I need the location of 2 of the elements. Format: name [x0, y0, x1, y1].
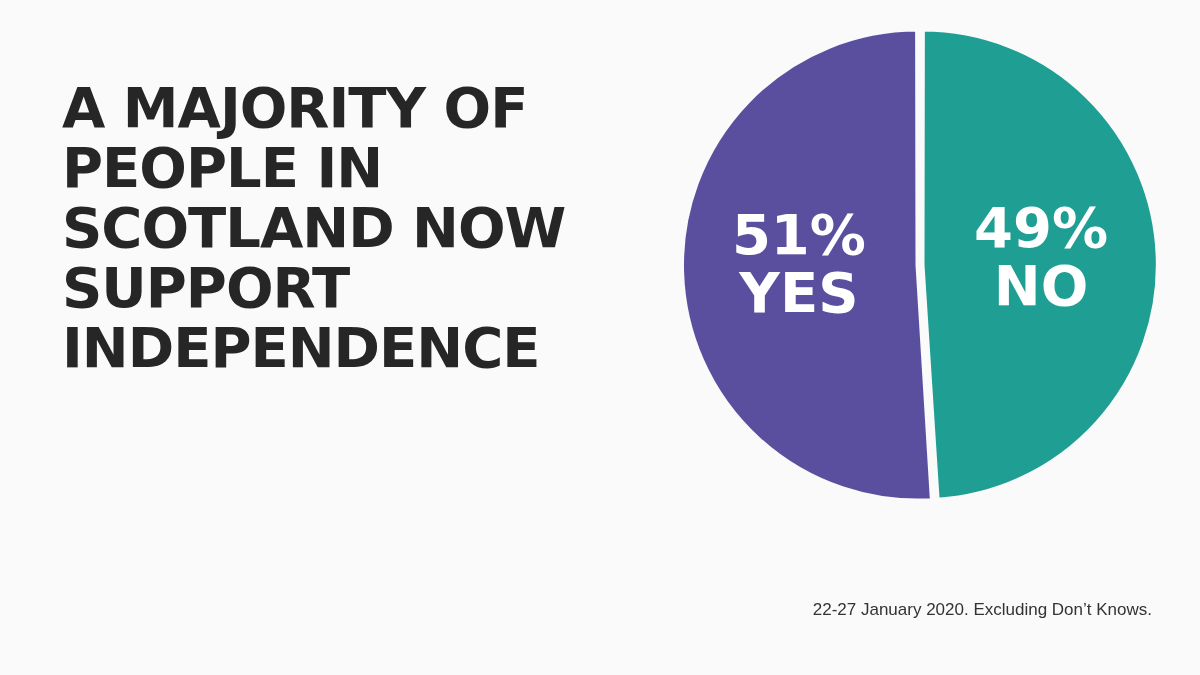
text: 22-27 January 2020. Excluding Don’t Knows. [811, 600, 1152, 620]
text: A MAJORITY OF PEOPLE IN SCOTLAND NOW SUPPORT INDEPENDENCE [62, 75, 567, 380]
